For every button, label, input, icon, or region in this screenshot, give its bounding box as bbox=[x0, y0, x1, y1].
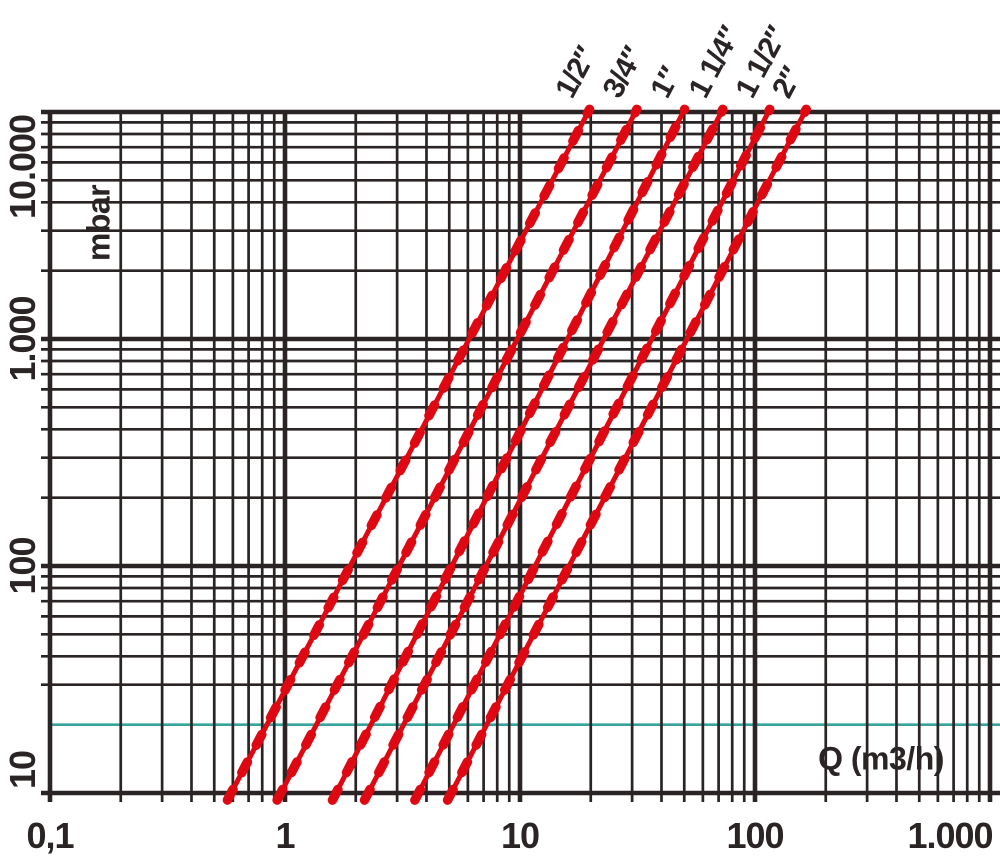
y-tick-label: 100 bbox=[2, 537, 43, 595]
pipe-curve-texture-3 bbox=[359, 104, 728, 805]
pipe-curve-texture-2 bbox=[327, 104, 690, 805]
x-tick-label: 1 bbox=[275, 815, 295, 856]
series-label-0: 1/2″ bbox=[549, 41, 603, 103]
pipe-curve-texture-4 bbox=[410, 104, 775, 805]
x-tick-label: 10 bbox=[500, 815, 540, 856]
series-label-1: 3/4″ bbox=[597, 41, 651, 103]
pipe-curve-texture-0 bbox=[222, 104, 595, 805]
y-tick-label: 1.000 bbox=[2, 296, 43, 382]
pipe-curve-texture-5 bbox=[442, 104, 811, 805]
x-tick-label: 0,1 bbox=[26, 815, 74, 856]
x-axis-title: Q (m3/h) bbox=[818, 740, 944, 777]
y-axis-title: mbar bbox=[80, 184, 117, 262]
x-tick-label: 1.000 bbox=[907, 815, 993, 856]
y-tick-label: 10.000 bbox=[2, 114, 43, 220]
series-label-2: 1″ bbox=[644, 62, 687, 104]
x-tick-label: 100 bbox=[726, 815, 784, 856]
pipe-curve-texture-1 bbox=[272, 104, 642, 805]
y-tick-label: 10 bbox=[2, 750, 43, 790]
